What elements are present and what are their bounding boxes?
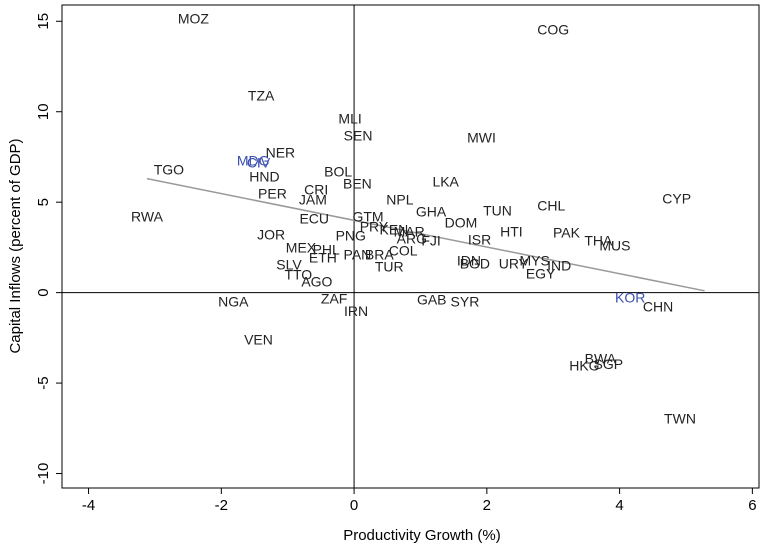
- point-label: BRA: [365, 246, 394, 262]
- x-tick-label: 6: [748, 497, 756, 514]
- point-label: DOM: [445, 214, 478, 230]
- point-label: SGP: [594, 356, 624, 372]
- plot-frame: [61, 4, 760, 489]
- point-label: LKA: [432, 173, 459, 189]
- point-label: GAB: [417, 291, 447, 307]
- point-label: TUN: [483, 202, 512, 218]
- point-label: CHN: [643, 298, 673, 314]
- point-label: CIV: [247, 154, 271, 170]
- point-label: JAM: [299, 191, 327, 207]
- point-label: MOZ: [178, 11, 210, 27]
- point-label: ISR: [468, 231, 491, 247]
- point-label: RWA: [131, 208, 164, 224]
- point-label: COG: [537, 22, 569, 38]
- point-label: BEN: [343, 175, 372, 191]
- point-label: HTI: [500, 223, 523, 239]
- point-label: KOR: [615, 289, 645, 305]
- point-label: URY: [499, 255, 529, 271]
- point-label: NPL: [386, 191, 413, 207]
- point-label: BWA: [585, 350, 617, 366]
- y-tick-label: 10: [35, 103, 52, 120]
- point-label: ZAF: [321, 290, 347, 306]
- point-label: MAR: [394, 223, 425, 239]
- point-label: PHL: [313, 241, 340, 257]
- x-tick-label: 2: [483, 497, 491, 514]
- point-label: SEN: [344, 127, 373, 143]
- y-tick-label: 0: [35, 288, 52, 296]
- point-label: PAN: [344, 246, 372, 262]
- point-label: COL: [389, 242, 418, 258]
- point-label: MUS: [599, 237, 630, 253]
- point-label: IND: [547, 257, 571, 273]
- point-label: TTO: [284, 266, 312, 282]
- point-label: PNG: [336, 227, 366, 243]
- point-label: TZA: [248, 87, 275, 103]
- y-tick-label: -10: [35, 463, 52, 485]
- point-label: CRI: [304, 181, 328, 197]
- x-tick-label: 0: [350, 497, 358, 514]
- point-label: CHL: [537, 197, 565, 213]
- point-label: GTM: [352, 208, 383, 224]
- x-axis-title: Productivity Growth (%): [343, 527, 501, 544]
- point-label: BOL: [324, 163, 352, 179]
- point-label: ECU: [299, 210, 329, 226]
- point-label: MWI: [467, 129, 496, 145]
- point-label: VEN: [244, 331, 273, 347]
- y-tick-label: -5: [35, 376, 52, 389]
- point-label: CYP: [662, 190, 691, 206]
- point-label: KEN: [380, 221, 409, 237]
- point-label: MLI: [338, 110, 361, 126]
- point-label: ETH: [309, 249, 337, 265]
- point-label: FJI: [421, 232, 440, 248]
- point-label: EGY: [526, 265, 556, 281]
- point-label: ARG: [397, 230, 427, 246]
- fit-line: [146, 177, 705, 292]
- point-label: TUR: [375, 258, 404, 274]
- point-label: BGD: [460, 255, 490, 271]
- point-label: MYS: [519, 252, 549, 268]
- point-label: NGA: [218, 293, 249, 309]
- point-label: THA: [584, 232, 613, 248]
- point-label: AGO: [301, 273, 332, 289]
- point-label: IDN: [457, 252, 481, 268]
- point-label: TWN: [664, 410, 696, 426]
- point-label: PAK: [553, 224, 581, 240]
- point-label: HND: [249, 168, 279, 184]
- point-label: SYR: [451, 293, 480, 309]
- point-label: NER: [266, 144, 296, 160]
- y-tick-label: 5: [35, 198, 52, 206]
- point-label: MEX: [286, 239, 317, 255]
- y-axis-title: Capital Inflows (percent of GDP): [7, 138, 24, 353]
- x-tick-label: -4: [82, 497, 95, 514]
- point-label: SLV: [276, 256, 302, 272]
- y-tick-label: 15: [35, 13, 52, 30]
- point-label: IRN: [344, 303, 368, 319]
- x-tick-label: -2: [215, 497, 228, 514]
- point-label: MDG: [237, 152, 270, 168]
- point-label: TGO: [154, 161, 184, 177]
- point-label: PER: [258, 185, 287, 201]
- point-label: HKG: [569, 357, 599, 373]
- point-label: GHA: [416, 203, 447, 219]
- point-label: PRY: [360, 218, 389, 234]
- point-label: JOR: [257, 226, 285, 242]
- x-tick-label: 4: [615, 497, 623, 514]
